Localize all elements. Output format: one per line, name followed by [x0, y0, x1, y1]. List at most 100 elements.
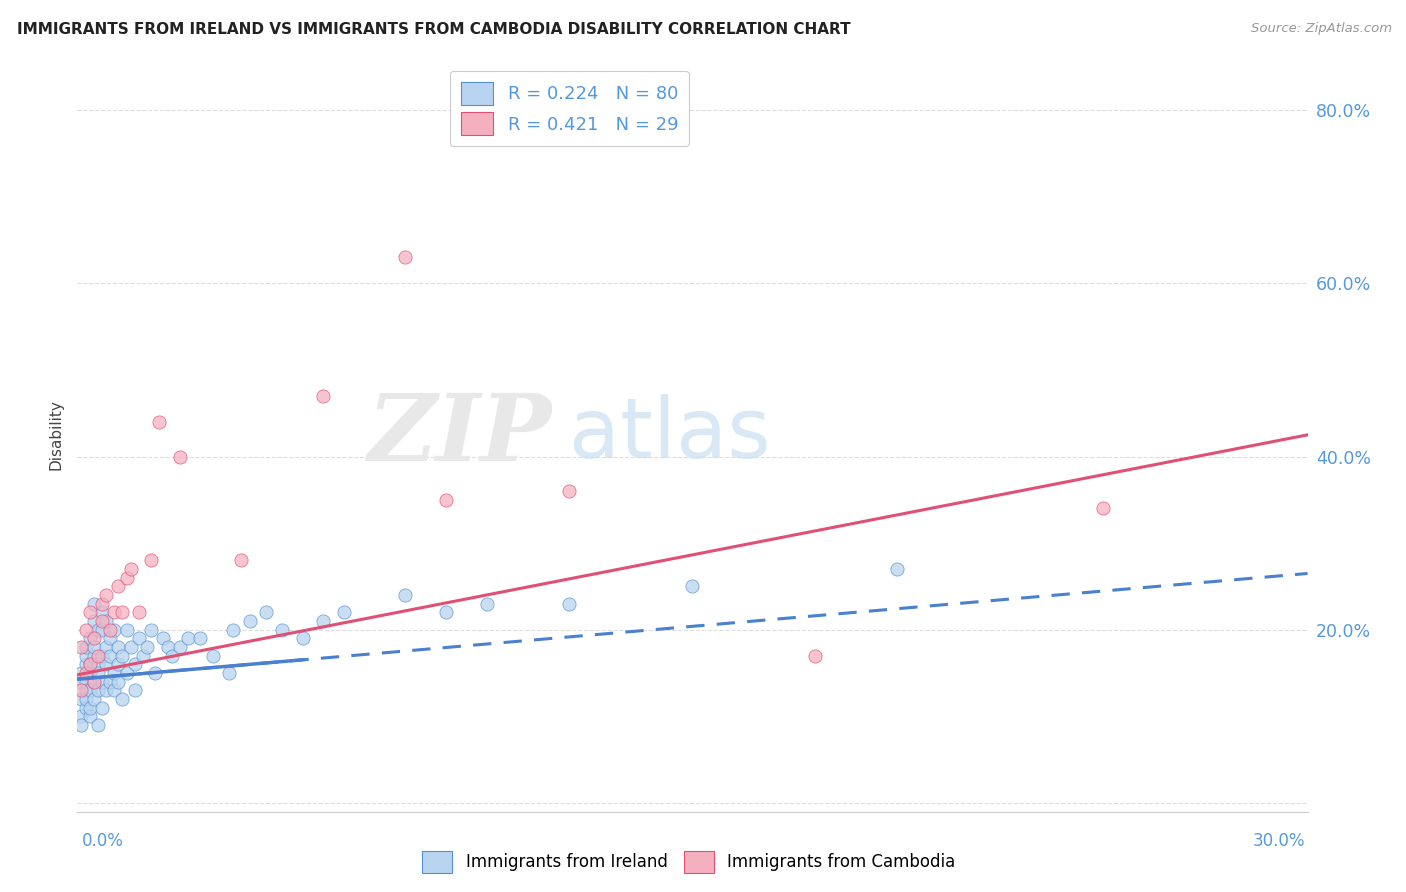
Point	[79, 709, 101, 723]
Point	[103, 683, 125, 698]
Point	[79, 683, 101, 698]
Point	[79, 632, 101, 646]
Point	[90, 700, 114, 714]
Point	[90, 606, 114, 620]
Point	[70, 692, 93, 706]
Point	[156, 640, 179, 654]
Point	[120, 562, 142, 576]
Point	[90, 674, 114, 689]
Point	[291, 632, 314, 646]
Point	[94, 640, 117, 654]
Point	[70, 640, 93, 654]
Y-axis label: Disability: Disability	[48, 400, 63, 470]
Point	[87, 657, 110, 672]
Point	[558, 484, 581, 499]
Point	[94, 683, 117, 698]
Point	[231, 553, 253, 567]
Point	[90, 597, 114, 611]
Point	[70, 674, 93, 689]
Point	[132, 648, 155, 663]
Point	[75, 640, 97, 654]
Point	[75, 648, 97, 663]
Point	[94, 614, 117, 628]
Point	[804, 648, 827, 663]
Point	[98, 623, 121, 637]
Point	[312, 614, 335, 628]
Point	[75, 623, 97, 637]
Point	[111, 692, 134, 706]
Point	[75, 657, 97, 672]
Point	[87, 718, 110, 732]
Text: atlas: atlas	[569, 394, 770, 475]
Point	[70, 666, 93, 681]
Point	[107, 640, 129, 654]
Text: Source: ZipAtlas.com: Source: ZipAtlas.com	[1251, 22, 1392, 36]
Point	[169, 450, 191, 464]
Point	[115, 666, 138, 681]
Legend: Immigrants from Ireland, Immigrants from Cambodia: Immigrants from Ireland, Immigrants from…	[416, 845, 962, 880]
Point	[128, 632, 150, 646]
Point	[886, 562, 908, 576]
Text: IMMIGRANTS FROM IRELAND VS IMMIGRANTS FROM CAMBODIA DISABILITY CORRELATION CHART: IMMIGRANTS FROM IRELAND VS IMMIGRANTS FR…	[17, 22, 851, 37]
Point	[682, 579, 704, 593]
Text: ZIP: ZIP	[367, 390, 551, 480]
Point	[436, 492, 458, 507]
Point	[143, 666, 166, 681]
Point	[312, 389, 335, 403]
Point	[107, 657, 129, 672]
Point	[83, 632, 105, 646]
Point	[87, 683, 110, 698]
Point	[254, 606, 277, 620]
Point	[87, 648, 110, 663]
Point	[188, 632, 212, 646]
Point	[75, 692, 97, 706]
Point	[477, 597, 499, 611]
Point	[103, 623, 125, 637]
Point	[87, 666, 110, 681]
Point	[79, 666, 101, 681]
Point	[103, 666, 125, 681]
Point	[70, 709, 93, 723]
Point	[222, 623, 245, 637]
Point	[148, 415, 170, 429]
Text: 0.0%: 0.0%	[82, 831, 124, 849]
Point	[87, 623, 110, 637]
Point	[70, 718, 93, 732]
Point	[94, 588, 117, 602]
Point	[115, 623, 138, 637]
Point	[169, 640, 191, 654]
Point	[103, 606, 125, 620]
Point	[120, 640, 142, 654]
Point	[128, 606, 150, 620]
Point	[83, 597, 105, 611]
Point	[94, 657, 117, 672]
Point	[98, 648, 121, 663]
Point	[271, 623, 294, 637]
Point	[436, 606, 458, 620]
Point	[70, 683, 93, 698]
Point	[394, 588, 416, 602]
Point	[141, 553, 163, 567]
Point	[160, 648, 183, 663]
Point	[83, 648, 105, 663]
Point	[90, 614, 114, 628]
Point	[201, 648, 224, 663]
Point	[111, 606, 134, 620]
Point	[75, 666, 97, 681]
Point	[79, 606, 101, 620]
Point	[79, 657, 101, 672]
Point	[75, 674, 97, 689]
Point	[239, 614, 262, 628]
Point	[83, 674, 105, 689]
Point	[1091, 501, 1114, 516]
Point	[218, 666, 240, 681]
Point	[333, 606, 356, 620]
Point	[83, 674, 105, 689]
Point	[107, 579, 129, 593]
Point	[177, 632, 200, 646]
Point	[558, 597, 581, 611]
Point	[98, 632, 121, 646]
Point	[124, 683, 146, 698]
Point	[394, 250, 416, 264]
Point	[83, 692, 105, 706]
